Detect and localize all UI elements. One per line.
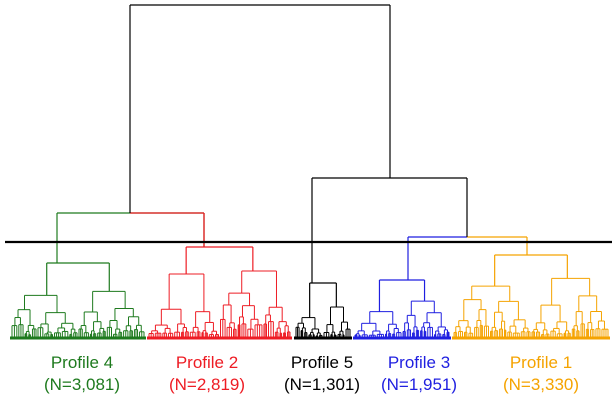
cluster-name: Profile 2 bbox=[175, 353, 239, 372]
cluster-label-profile-2: Profile 2 (N=2,819) bbox=[142, 352, 272, 396]
cluster-label-profile-1: Profile 1 (N=3,330) bbox=[476, 352, 606, 396]
cluster-name: Profile 3 bbox=[387, 353, 451, 372]
cluster-label-profile-5: Profile 5 (N=1,301) bbox=[257, 352, 387, 396]
cluster-count: (N=2,819) bbox=[168, 375, 246, 394]
cluster-count: (N=3,330) bbox=[502, 375, 580, 394]
cluster-label-profile-3: Profile 3 (N=1,951) bbox=[354, 352, 484, 396]
cluster-count: (N=3,081) bbox=[43, 375, 121, 394]
cluster-label-profile-4: Profile 4 (N=3,081) bbox=[17, 352, 147, 396]
cluster-count: (N=1,301) bbox=[283, 375, 361, 394]
cluster-count: (N=1,951) bbox=[380, 375, 458, 394]
cluster-name: Profile 5 bbox=[290, 353, 354, 372]
cluster-name: Profile 1 bbox=[509, 353, 573, 372]
cluster-name: Profile 4 bbox=[50, 353, 114, 372]
